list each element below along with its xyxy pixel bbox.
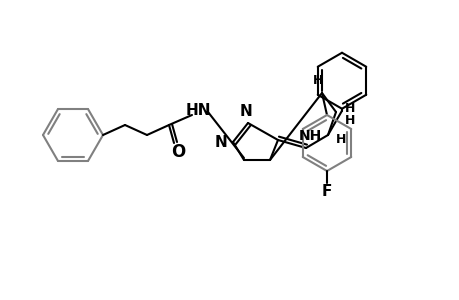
Text: NH: NH (298, 129, 321, 143)
Text: N: N (239, 103, 252, 118)
Text: H: H (344, 113, 354, 127)
Text: H: H (344, 101, 354, 115)
Text: F: F (321, 184, 331, 199)
Text: H: H (312, 74, 323, 86)
Text: HN: HN (185, 103, 210, 118)
Text: H: H (335, 133, 346, 146)
Text: O: O (170, 143, 185, 161)
Text: N: N (214, 134, 227, 149)
